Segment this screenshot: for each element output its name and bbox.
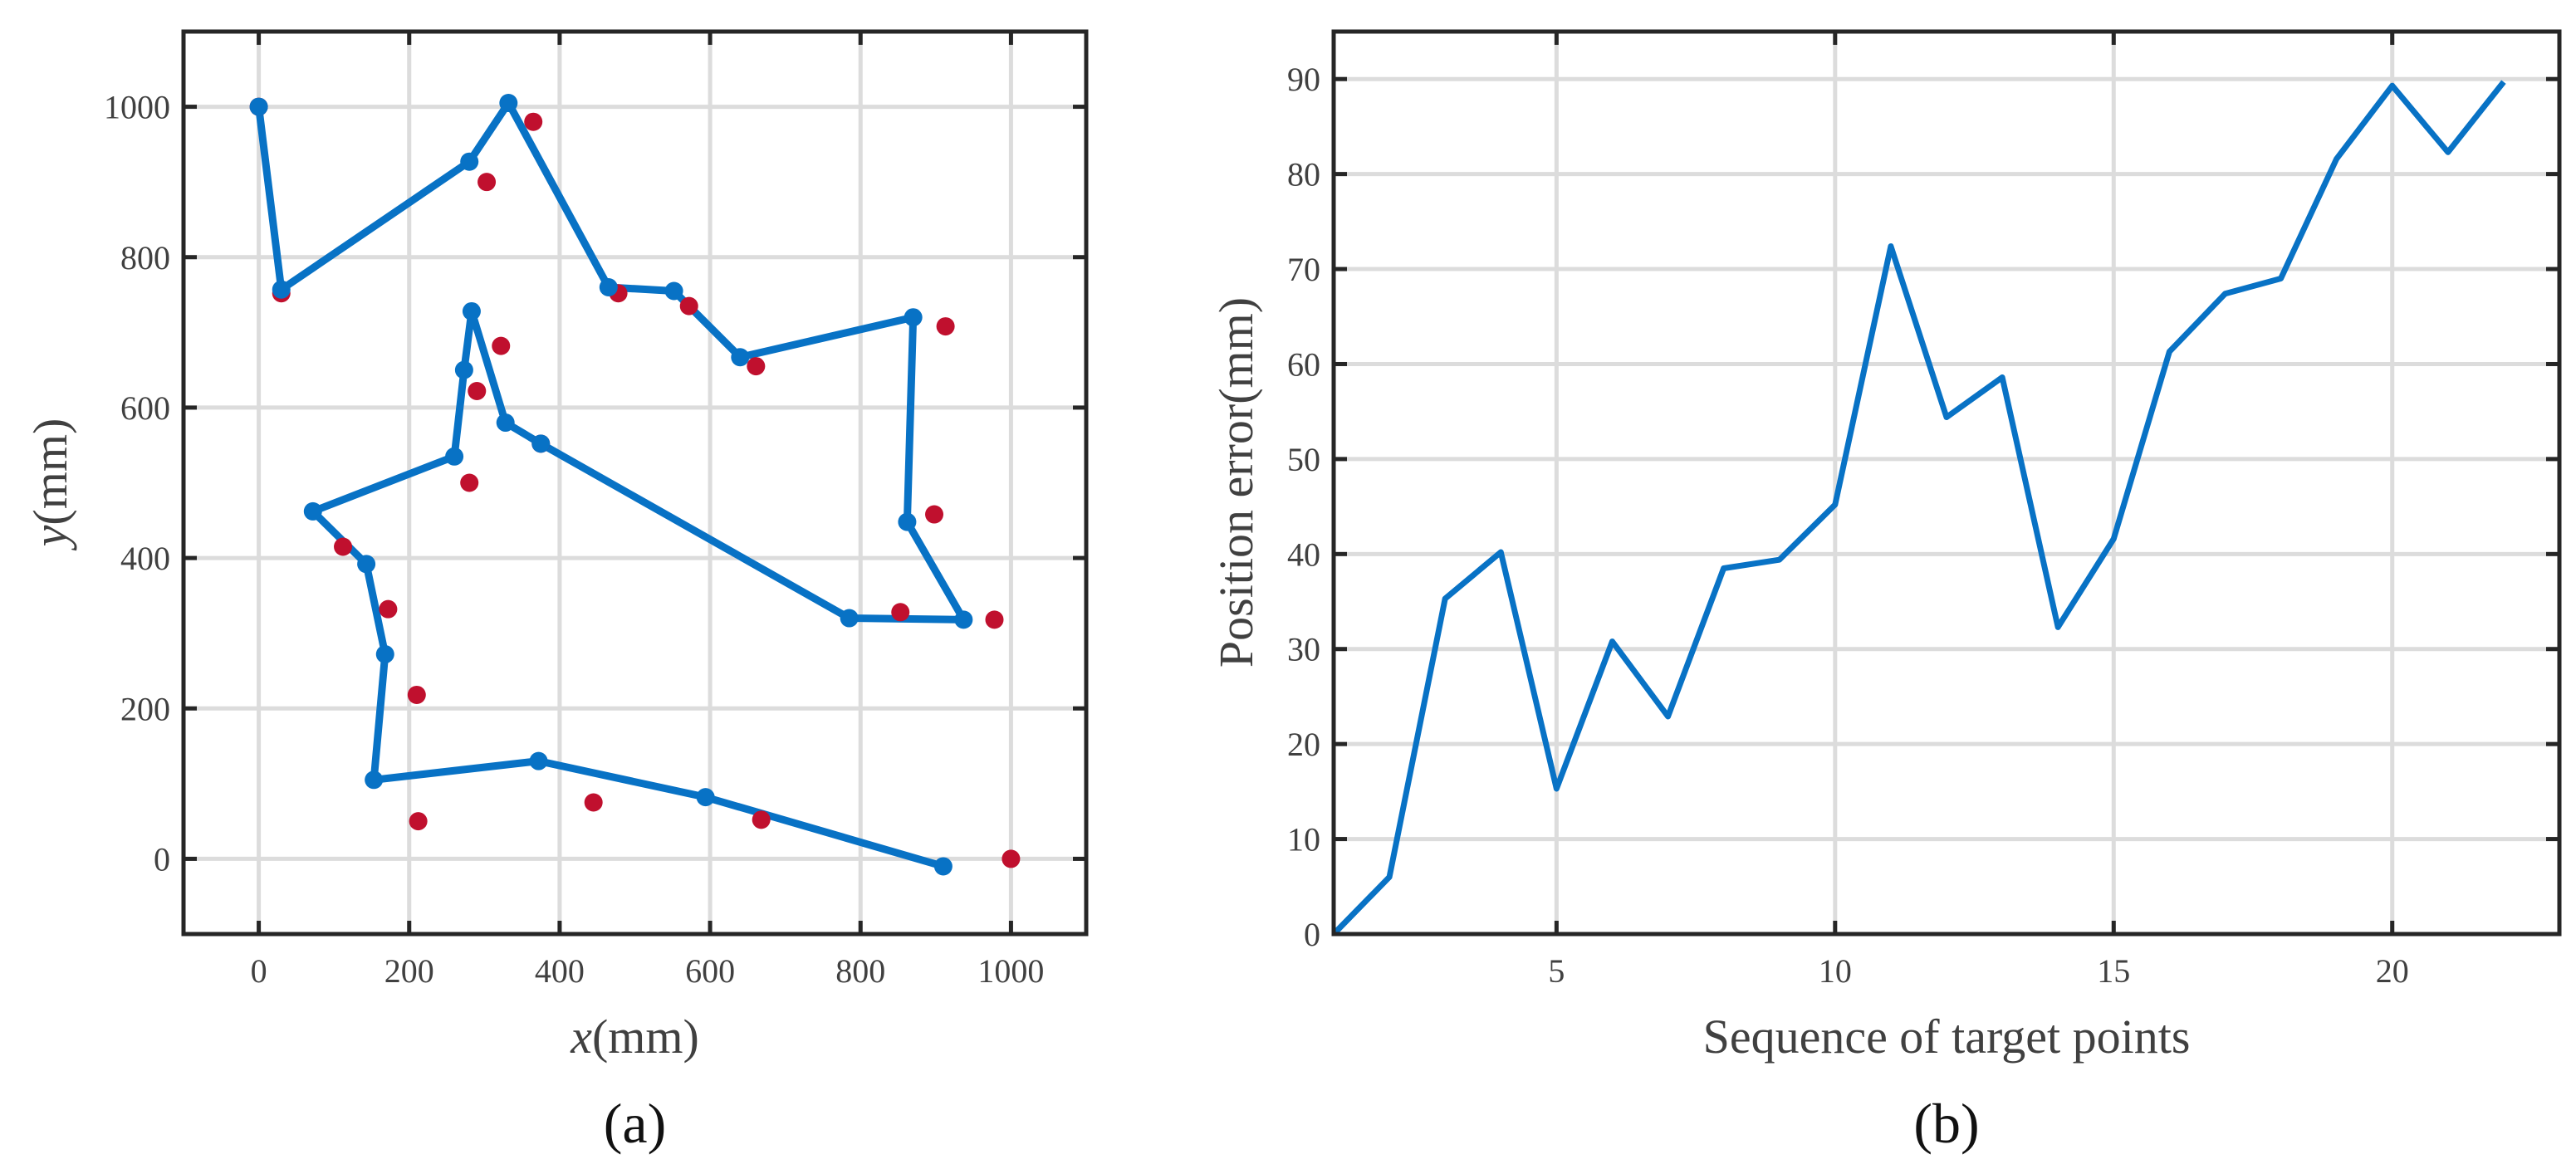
panel-a-y-axis-label: y(mm)	[23, 418, 77, 551]
trajectory-point	[531, 434, 551, 453]
b-y-tick-label: 80	[1287, 156, 1320, 193]
target-point	[925, 505, 944, 524]
target-point	[379, 599, 398, 619]
b-y-tick-label: 40	[1287, 536, 1320, 573]
panel-a-gridlines	[184, 32, 1086, 934]
trajectory-point	[898, 512, 917, 531]
position-error-line	[1331, 80, 2506, 937]
trajectory-point	[731, 348, 750, 367]
panel-b-x-axis-label: Sequence of target points	[1703, 1010, 2191, 1064]
trajectory-point	[357, 555, 376, 574]
b-x-tick-label: 5	[1548, 952, 1565, 990]
b-y-tick-label: 70	[1287, 251, 1320, 288]
trajectory-point	[599, 277, 618, 296]
a-x-tick-label: 200	[384, 952, 434, 990]
panel-a-tick-labels: 0 200 400 600 800 1000 0 200 400 600 800 1000	[104, 89, 1044, 990]
trajectory-point	[496, 413, 515, 433]
panel-b-tick-marks	[1334, 32, 2559, 937]
trajectory-point	[664, 281, 683, 301]
target-point	[584, 793, 603, 812]
panel-a-caption: (a)	[604, 1092, 666, 1155]
panel-b-gridlines	[1334, 32, 2559, 937]
target-point	[334, 537, 353, 556]
panel-a-y-axis-label-var: y	[23, 525, 77, 550]
trajectory-point	[365, 770, 384, 790]
panel-a-x-axis-label: x(mm)	[570, 1010, 699, 1064]
trajectory-point	[454, 360, 473, 379]
target-point	[936, 317, 955, 336]
trajectory-point	[529, 751, 548, 770]
target-point	[524, 112, 543, 131]
target-point	[407, 685, 426, 704]
b-y-tick-label: 60	[1287, 345, 1320, 383]
a-y-tick-label: 0	[154, 840, 170, 878]
b-x-tick-label: 15	[2097, 952, 2130, 990]
trajectory-point	[272, 280, 291, 299]
b-y-tick-label: 90	[1287, 61, 1320, 98]
a-x-tick-label: 600	[685, 952, 735, 990]
trajectory-point	[460, 152, 479, 171]
panel-a-y-axis-label-unit: (mm)	[23, 418, 77, 526]
trajectory-line	[255, 99, 967, 870]
target-point	[747, 357, 766, 376]
a-y-tick-label: 200	[120, 690, 170, 727]
panel-a-x-axis-label-var: x	[570, 1010, 592, 1064]
trajectory-point	[840, 609, 859, 628]
panel-b-axes-frame	[1331, 29, 2562, 937]
trajectory-point	[375, 645, 394, 664]
b-y-tick-label: 50	[1287, 441, 1320, 478]
trajectory-point	[303, 501, 322, 521]
a-x-tick-label: 800	[835, 952, 885, 990]
trajectory-point	[904, 308, 923, 327]
target-point	[460, 473, 479, 492]
panel-a-data-marks	[249, 94, 1021, 876]
b-x-tick-label: 10	[1819, 952, 1852, 990]
panel-a-x-axis-label-unit: (mm)	[592, 1010, 699, 1064]
target-point	[985, 610, 1004, 629]
trajectory-point	[696, 788, 715, 807]
panel-b-caption: (b)	[1913, 1092, 1979, 1155]
target-point	[752, 810, 771, 829]
panel-b-data-marks	[1331, 80, 2506, 937]
target-point	[891, 603, 910, 622]
panel-b-tick-labels: 5 10 15 20 0 10 20 30 40 50 60 70 80 90	[1287, 61, 2409, 990]
a-y-tick-label: 600	[120, 389, 170, 427]
b-y-tick-label: 0	[1304, 916, 1320, 953]
b-y-tick-label: 10	[1287, 821, 1320, 858]
trajectory-point	[249, 97, 268, 116]
target-point	[1002, 849, 1021, 868]
trajectory-point	[499, 94, 518, 113]
panel-b-y-axis-label: Position error(mm)	[1209, 297, 1263, 668]
panel-a-tick-marks	[184, 32, 1086, 934]
panel-a-axes-frame	[181, 29, 1089, 937]
a-y-tick-label: 800	[120, 239, 170, 276]
a-y-tick-label: 1000	[104, 89, 170, 126]
panel-b-error-chart: 5 10 15 20 0 10 20 30 40 50 60 70 80 90 Sequence of t…	[1209, 29, 2562, 1155]
target-point	[492, 336, 511, 355]
trajectory-point	[954, 610, 973, 629]
target-point	[409, 812, 428, 831]
target-point	[679, 296, 698, 315]
b-x-tick-label: 20	[2376, 952, 2409, 990]
target-point	[468, 381, 487, 400]
a-x-tick-label: 1000	[977, 952, 1044, 990]
trajectory-point	[933, 857, 953, 876]
a-x-tick-label: 400	[535, 952, 585, 990]
a-x-tick-label: 0	[251, 952, 267, 990]
trajectory-point	[462, 301, 481, 320]
trajectory-point	[445, 447, 464, 466]
b-y-tick-label: 20	[1287, 726, 1320, 763]
a-y-tick-label: 400	[120, 540, 170, 577]
target-point	[477, 173, 497, 192]
b-y-tick-label: 30	[1287, 631, 1320, 668]
